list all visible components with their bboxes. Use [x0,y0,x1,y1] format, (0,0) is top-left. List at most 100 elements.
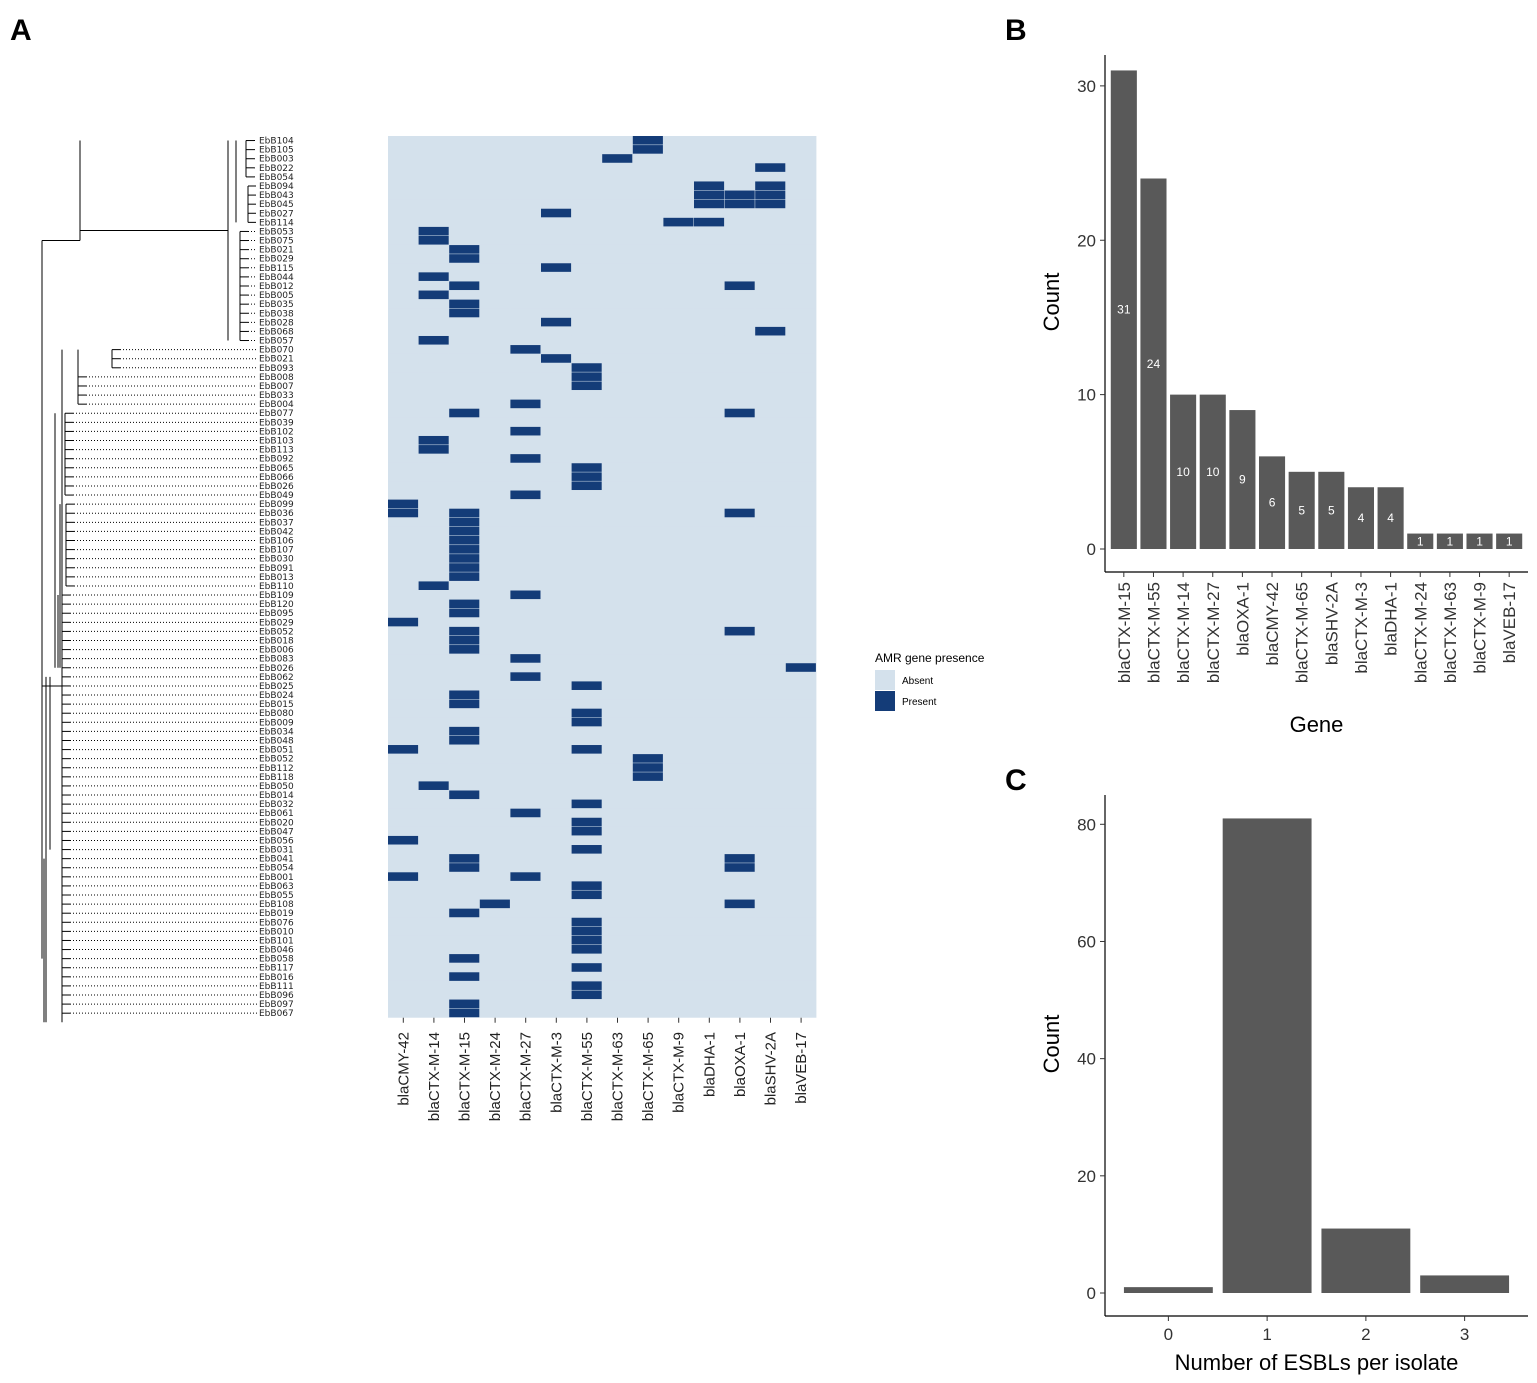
heatmap-cell-absent [663,445,694,454]
heatmap-cell-absent [571,281,602,291]
heatmap-cell-absent [694,917,725,927]
heatmap-cell-absent [785,817,816,827]
heatmap-cell-present [571,463,602,472]
heatmap-cell-absent [571,254,602,263]
heatmap-cell-absent [571,508,602,518]
heatmap-cell-absent [571,399,602,409]
heatmap-cell-absent [449,845,480,854]
heatmap-cell-absent [602,990,633,1000]
heatmap-cell-absent [479,381,510,391]
heatmap-cell-absent [755,890,786,900]
heatmap-cell-absent [418,363,449,372]
heatmap-cell-absent [632,781,663,790]
heatmap-cell-absent [694,563,725,572]
tree-tip-label: EbB054 [259,173,294,183]
heatmap-cell-absent [388,299,419,309]
heatmap-cell-absent [694,281,725,291]
heatmap-cell-absent [479,663,510,672]
heatmap-cell-absent [755,590,786,600]
heatmap-cell-absent [602,817,633,827]
heatmap-cell-absent [785,354,816,363]
heatmap-cell-present [388,835,419,845]
heatmap-cell-absent [632,326,663,336]
heatmap-cell-absent [755,545,786,554]
heatmap-cell-present [388,617,419,627]
heatmap-cell-absent [449,426,480,436]
heatmap-cell-absent [388,226,419,236]
heatmap-cell-absent [510,717,541,727]
heatmap-cell-absent [449,435,480,445]
heatmap-cell-absent [388,735,419,745]
heatmap-cell-absent [632,826,663,836]
heatmap-cell-absent [785,226,816,236]
heatmap-cell-absent [602,635,633,645]
heatmap-cell-absent [755,690,786,700]
heatmap-cell-absent [510,845,541,854]
heatmap-cell-present [571,363,602,372]
heatmap-cell-absent [479,754,510,763]
heatmap-cell-absent [388,926,419,936]
heatmap-cell-absent [418,590,449,600]
bar [1496,533,1523,549]
heatmap-cell-absent [785,745,816,754]
heatmap-cell-absent [479,199,510,209]
heatmap-cell-absent [479,372,510,381]
heatmap-cell-absent [755,1008,786,1018]
heatmap-cell-absent [602,599,633,609]
bar [1347,487,1375,549]
heatmap-cell-absent [602,708,633,718]
heatmap-cell-absent [510,235,541,245]
bar [1321,1228,1411,1293]
heatmap-cell-absent [694,899,725,909]
heatmap-cell-absent [785,645,816,654]
heatmap-cell-present [571,481,602,491]
heatmap-cell-absent [541,172,572,181]
heatmap-cell-absent [541,835,572,845]
heatmap-cell-absent [479,926,510,936]
heatmap-cell-absent [632,545,663,554]
heatmap-cell-absent [602,590,633,600]
heatmap-cell-absent [694,790,725,800]
heatmap-cell-present [571,745,602,754]
heatmap-cell-absent [418,645,449,654]
panel-letter-b: B [1005,14,1027,47]
heatmap-cell-absent [602,726,633,736]
heatmap-cell-present [632,145,663,154]
tree-tip-label: EbB036 [259,509,294,519]
heatmap-cell-absent [785,754,816,763]
tree-tip-label: EbB037 [259,518,294,528]
heatmap-cell-absent [479,299,510,309]
heatmap-cell-absent [479,526,510,536]
heatmap-cell-absent [632,181,663,191]
heatmap-cell-absent [785,699,816,709]
heatmap-cell-absent [479,799,510,809]
legend-absent-swatch [875,670,895,690]
heatmap-cell-absent [418,817,449,827]
heatmap-cell-absent [449,463,480,472]
heatmap-cell-absent [663,817,694,827]
heatmap-cell-absent [663,517,694,527]
heatmap-cell-absent [510,754,541,763]
heatmap-cell-absent [755,281,786,291]
heatmap-cell-absent [785,681,816,690]
heatmap-cell-absent [724,254,755,263]
heatmap-cell-absent [632,699,663,709]
heatmap-cell-absent [785,199,816,209]
heatmap-cell-absent [388,217,419,227]
bar-data-label: 4 [1358,511,1365,525]
heatmap-cell-absent [694,490,725,500]
heatmap-cell-absent [479,563,510,572]
heatmap-cell-absent [571,408,602,418]
heatmap-cell-absent [571,226,602,236]
heatmap-cell-absent [694,645,725,654]
heatmap-cell-present [571,817,602,827]
heatmap-gene-label: blaVEB-17 [793,1032,810,1104]
heatmap-cell-absent [541,508,572,518]
tree-tip-label: EbB067 [259,1009,294,1019]
tree-tip-label: EbB022 [259,164,294,174]
heatmap-cell-present [571,708,602,718]
heatmap-cell-absent [479,163,510,172]
heatmap-cell-present [571,799,602,809]
heatmap-cell-absent [388,999,419,1009]
heatmap-cell-absent [632,645,663,654]
